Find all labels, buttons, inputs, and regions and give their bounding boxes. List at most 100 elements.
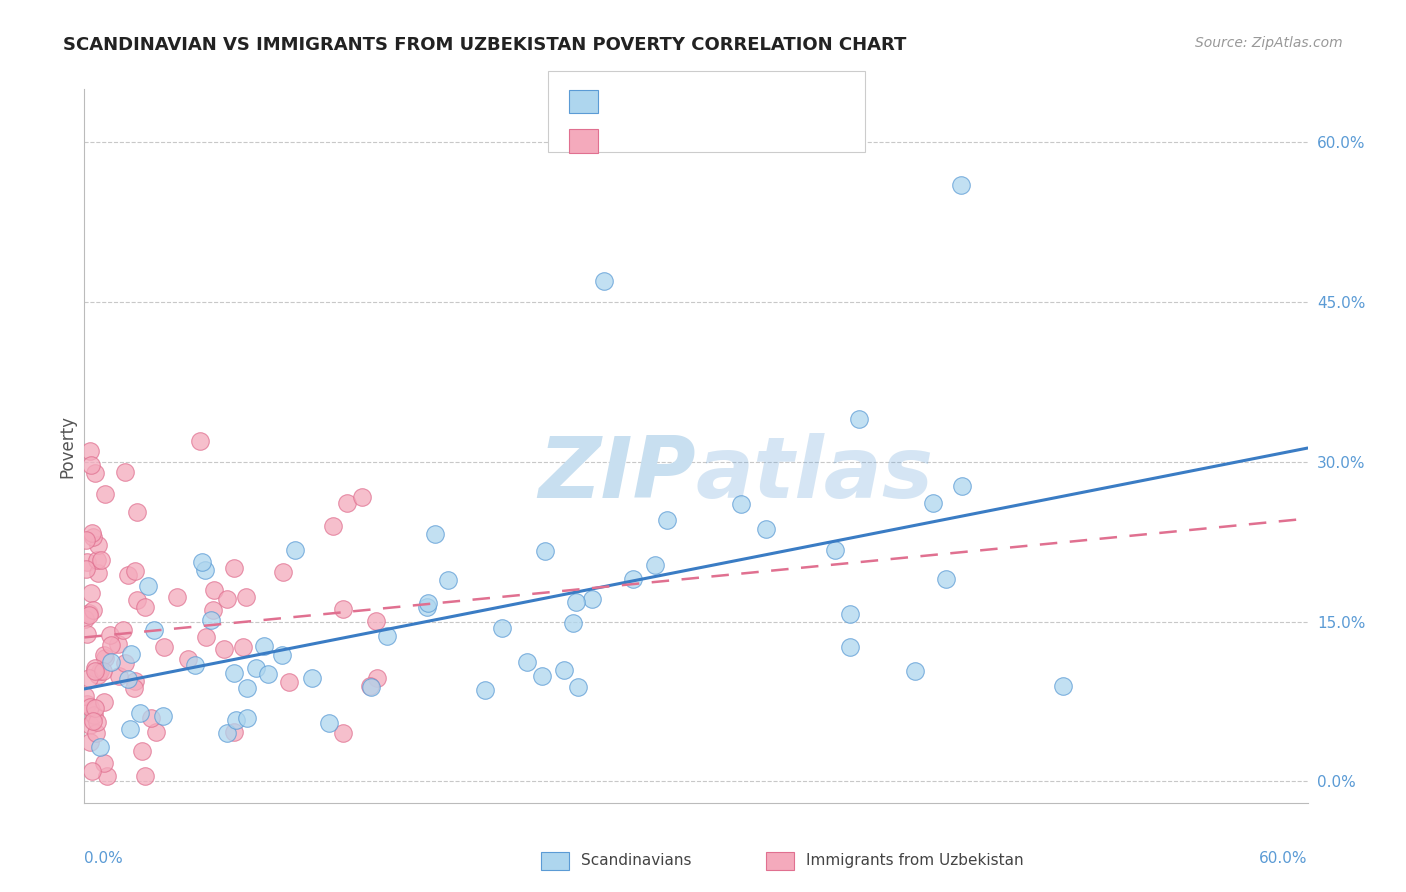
Point: [87, 566, 110, 581]
Point: [86, 725, 108, 739]
Text: SCANDINAVIAN VS IMMIGRANTS FROM UZBEKISTAN POVERTY CORRELATION CHART: SCANDINAVIAN VS IMMIGRANTS FROM UZBEKIST…: [63, 36, 907, 54]
Point: [177, 651, 200, 665]
Point: [194, 563, 217, 577]
Point: [232, 640, 254, 654]
Point: [824, 543, 846, 558]
Point: [118, 722, 141, 736]
Point: [565, 595, 588, 609]
Point: [124, 564, 146, 578]
Point: [91, 664, 114, 678]
Point: [166, 590, 188, 604]
Text: atlas: atlas: [696, 433, 934, 516]
Point: [90, 552, 112, 566]
Text: Source: ZipAtlas.com: Source: ZipAtlas.com: [1195, 36, 1343, 50]
Point: [530, 668, 553, 682]
Point: [273, 565, 295, 579]
Point: [93, 695, 115, 709]
Point: [128, 706, 150, 720]
Point: [83, 661, 105, 675]
Point: [117, 568, 139, 582]
Point: [83, 466, 105, 480]
Point: [82, 764, 104, 778]
Point: [100, 628, 122, 642]
Point: [755, 523, 778, 537]
Point: [253, 639, 276, 653]
Point: [120, 647, 142, 661]
Point: [75, 562, 97, 576]
Point: [100, 655, 122, 669]
Point: [202, 583, 225, 598]
Point: [76, 555, 98, 569]
Point: [191, 555, 214, 569]
Point: [950, 178, 973, 192]
Point: [75, 533, 97, 547]
Point: [904, 665, 927, 679]
Point: [838, 640, 860, 654]
Point: [375, 629, 398, 643]
Text: Immigrants from Uzbekistan: Immigrants from Uzbekistan: [806, 854, 1024, 868]
Point: [87, 668, 110, 682]
Point: [76, 698, 98, 712]
Point: [322, 519, 344, 533]
Point: [215, 592, 238, 607]
Point: [848, 412, 870, 426]
Text: N = 57: N = 57: [738, 93, 796, 111]
Point: [82, 526, 104, 541]
Point: [491, 621, 513, 635]
Point: [87, 538, 110, 552]
Point: [284, 543, 307, 558]
Point: [360, 681, 382, 695]
Point: [1052, 679, 1074, 693]
Point: [93, 756, 115, 771]
Point: [86, 553, 108, 567]
Point: [124, 681, 146, 695]
Point: [553, 663, 575, 677]
Point: [562, 616, 585, 631]
Point: [359, 679, 381, 693]
Point: [100, 638, 122, 652]
Text: Scandinavians: Scandinavians: [581, 854, 692, 868]
Point: [657, 513, 679, 527]
Point: [245, 660, 267, 674]
Point: [96, 769, 118, 783]
Point: [152, 708, 174, 723]
Point: [80, 458, 103, 472]
Text: R = 0.032: R = 0.032: [607, 132, 690, 150]
Point: [125, 593, 148, 607]
Point: [922, 496, 945, 510]
Point: [217, 726, 239, 740]
Point: [111, 623, 134, 637]
Point: [332, 601, 354, 615]
Point: [134, 769, 156, 783]
Point: [82, 530, 104, 544]
Point: [270, 648, 292, 663]
Point: [516, 655, 538, 669]
Point: [437, 574, 460, 588]
Point: [79, 717, 101, 731]
Point: [201, 603, 224, 617]
Point: [474, 682, 496, 697]
Point: [134, 600, 156, 615]
Point: [114, 656, 136, 670]
Point: [117, 672, 139, 686]
Point: [225, 714, 247, 728]
Point: [143, 623, 166, 637]
Point: [222, 724, 245, 739]
Point: [194, 630, 217, 644]
Point: [416, 596, 439, 610]
Point: [301, 671, 323, 685]
Point: [214, 642, 236, 657]
Point: [86, 714, 108, 729]
Point: [83, 700, 105, 714]
Point: [533, 543, 555, 558]
Point: [235, 591, 257, 605]
Point: [82, 714, 104, 729]
Point: [131, 744, 153, 758]
Point: [277, 674, 299, 689]
Point: [127, 505, 149, 519]
Point: [89, 664, 111, 678]
Point: [236, 710, 259, 724]
Point: [80, 586, 103, 600]
Point: [75, 612, 97, 626]
Point: [350, 490, 373, 504]
